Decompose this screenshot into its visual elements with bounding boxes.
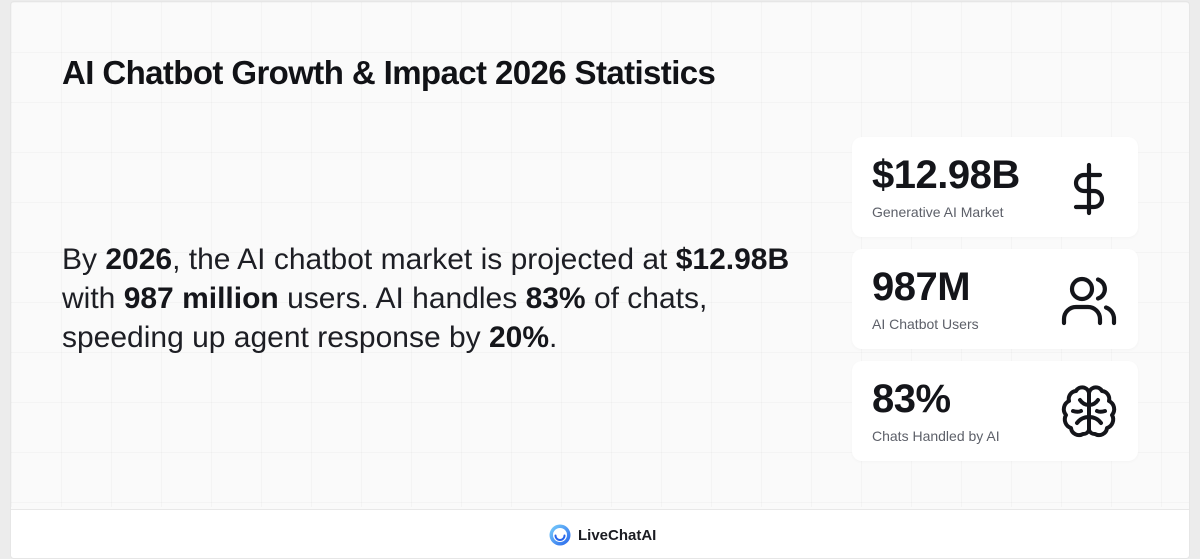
summary-highlight-market: $12.98B — [675, 243, 790, 276]
brain-icon — [1060, 384, 1118, 442]
summary-text: . — [549, 321, 558, 354]
stat-value: $12.98B — [872, 153, 1020, 197]
summary-highlight-chats: 83% — [525, 282, 586, 315]
stat-card-market: $12.98B Generative AI Market — [852, 137, 1138, 237]
brand[interactable]: LiveChatAI — [548, 523, 656, 547]
stat-value: 83% — [872, 377, 951, 421]
brand-name: LiveChatAI — [578, 526, 657, 544]
stat-card-chats: 83% Chats Handled by AI — [852, 361, 1138, 461]
summary-highlight-users: 987 million — [123, 282, 279, 315]
stat-card-users: 987M AI Chatbot Users — [852, 249, 1138, 349]
summary-highlight-year: 2026 — [105, 243, 173, 276]
stat-label: Chats Handled by AI — [872, 428, 1000, 444]
summary-text: , the AI chatbot market is projected at — [172, 243, 676, 276]
summary-text: By — [62, 243, 106, 276]
summary-paragraph: By 2026, the AI chatbot market is projec… — [62, 240, 822, 357]
livechatai-logo-icon — [548, 523, 572, 547]
dollar-icon — [1060, 160, 1118, 218]
summary-text: users. AI handles — [278, 282, 526, 315]
summary-highlight-response: 20% — [489, 321, 550, 354]
footer: LiveChatAI — [11, 509, 1189, 558]
summary-text: of chats, speeding up agent response by — [62, 282, 708, 354]
stat-label: Generative AI Market — [872, 204, 1004, 220]
summary-text: with — [62, 282, 124, 315]
stat-value: 987M — [872, 265, 971, 309]
stat-label: AI Chatbot Users — [872, 316, 979, 332]
users-icon — [1060, 272, 1118, 330]
page-title: AI Chatbot Growth & Impact 2026 Statisti… — [62, 54, 716, 91]
infographic-frame: AI Chatbot Growth & Impact 2026 Statisti… — [10, 1, 1190, 559]
